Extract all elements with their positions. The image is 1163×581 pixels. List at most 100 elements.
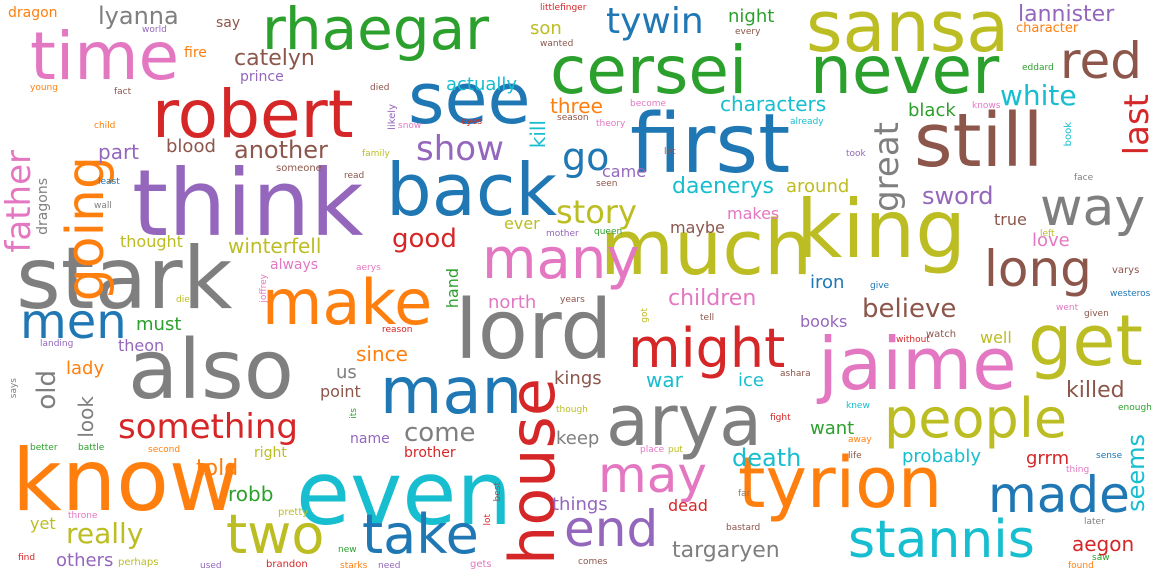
word-went: went — [1056, 303, 1079, 313]
word-death: death — [732, 444, 802, 472]
word-comes: comes — [578, 557, 608, 567]
word-son: son — [530, 18, 562, 39]
word-last: last — [1117, 94, 1157, 156]
word-even: even — [296, 442, 513, 545]
word-man: man — [380, 355, 523, 429]
word-things: things — [552, 494, 608, 515]
word-reason: reason — [382, 325, 413, 335]
word-name: name — [350, 431, 390, 447]
word-new: new — [338, 545, 357, 555]
word-north: north — [488, 292, 537, 313]
word-dead: dead — [668, 496, 708, 515]
word-maybe: maybe — [670, 218, 725, 237]
word-queen: queen — [594, 227, 623, 237]
word-life: life — [848, 451, 862, 461]
word-used: used — [200, 561, 222, 571]
word-battle: battle — [78, 443, 105, 453]
word-theon: theon — [118, 336, 165, 355]
word-likely: likely — [387, 104, 398, 130]
word-blood: blood — [166, 136, 216, 157]
word-us: us — [336, 362, 357, 383]
word-robb: robb — [228, 482, 274, 506]
word-starks: starks — [340, 561, 368, 571]
word-lady: lady — [66, 358, 105, 379]
word-see: see — [408, 58, 531, 140]
word-read: read — [344, 171, 365, 181]
word-yet: yet — [30, 514, 56, 533]
word-wall: wall — [94, 201, 112, 211]
word-found: found — [1068, 561, 1094, 571]
word-around: around — [786, 176, 850, 197]
word-come: come — [404, 418, 476, 448]
word-knows: knows — [972, 101, 1001, 111]
word-landing: landing — [40, 339, 74, 349]
word-father: father — [0, 150, 39, 253]
word-fact: fact — [114, 87, 132, 97]
word-sansa: sansa — [806, 0, 1010, 68]
word-good: good — [392, 224, 457, 254]
word-enough: enough — [1118, 403, 1152, 413]
word-many: many — [482, 227, 640, 292]
word-take: take — [362, 503, 479, 566]
word-stannis: stannis — [848, 510, 1035, 570]
word-brandon: brandon — [266, 559, 308, 570]
word-away: away — [848, 435, 872, 445]
word-white: white — [1000, 79, 1077, 112]
word-think: think — [132, 150, 364, 257]
word-die: die — [176, 295, 190, 305]
word-bastard: bastard — [726, 523, 761, 533]
word-believe: believe — [862, 294, 957, 324]
word-sword: sword — [922, 182, 994, 210]
word-gets: gets — [470, 559, 492, 570]
word-sense: sense — [1096, 451, 1123, 461]
word-story: story — [556, 193, 637, 231]
word-seen: seen — [596, 179, 618, 189]
word-first: first — [630, 97, 791, 192]
word-jaime: jaime — [818, 322, 1017, 406]
word-aegon: aegon — [1072, 532, 1135, 556]
word-snow: snow — [398, 121, 422, 131]
word-throne: throne — [68, 511, 98, 521]
word-far: far — [738, 489, 751, 499]
word-best: best — [493, 482, 503, 502]
word-tyrion: tyrion — [738, 442, 943, 524]
word-old: old — [32, 370, 62, 410]
word-joffrey: joffrey — [259, 274, 269, 303]
word-also: also — [128, 323, 294, 418]
word-kings: kings — [554, 368, 602, 389]
word-got: got — [640, 308, 650, 323]
word-iron: iron — [810, 272, 845, 293]
word-way: way — [1040, 178, 1146, 238]
word-already: already — [790, 117, 824, 127]
word-may: may — [598, 446, 707, 504]
word-probably: probably — [902, 446, 981, 467]
word-second: second — [148, 445, 181, 455]
word-true: true — [994, 210, 1027, 229]
word-eyes: eyes — [461, 117, 483, 127]
word-great: great — [867, 122, 907, 212]
word-want: want — [810, 418, 855, 439]
word-book: book — [1063, 122, 1074, 147]
word-robert: robert — [152, 76, 354, 153]
word-find: find — [18, 553, 36, 563]
word-winterfell: winterfell — [228, 234, 322, 258]
word-love: love — [1032, 230, 1070, 251]
word-actually: actually — [446, 74, 518, 95]
word-point: point — [320, 382, 361, 401]
word-go: go — [562, 135, 610, 179]
word-lyanna: lyanna — [98, 2, 179, 30]
word-every: every — [735, 27, 761, 37]
word-part: part — [98, 140, 140, 164]
word-still: still — [914, 98, 1044, 184]
word-aerys: aerys — [356, 263, 381, 273]
word-fire: fire — [184, 45, 207, 61]
word-thing: thing — [1066, 465, 1090, 475]
word-character: character — [1016, 21, 1079, 36]
word-without: without — [896, 335, 930, 345]
word-its: its — [349, 408, 359, 419]
word-pretty: pretty — [278, 507, 309, 518]
word-time: time — [30, 18, 180, 95]
word-watch: watch — [926, 329, 957, 340]
word-make: make — [262, 266, 433, 339]
